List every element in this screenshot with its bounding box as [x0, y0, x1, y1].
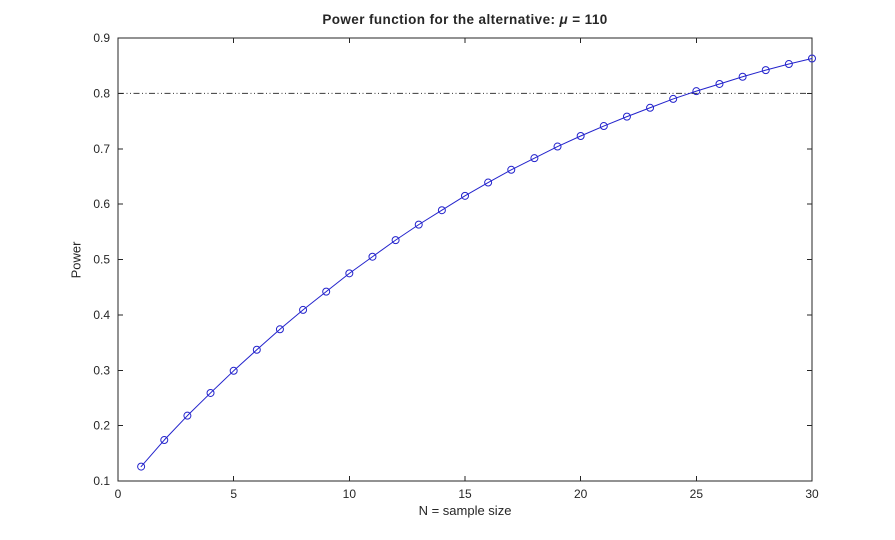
- series-marker: [715, 79, 724, 88]
- chart-title-mu-symbol: μ: [559, 12, 569, 27]
- series-marker: [553, 142, 562, 151]
- y-tick-label: 0.4: [93, 308, 110, 322]
- x-tick-label: 25: [690, 487, 704, 501]
- x-tick-label: 30: [805, 487, 819, 501]
- x-axis-label: N = sample size: [418, 503, 512, 518]
- y-tick-label: 0.3: [93, 363, 110, 377]
- series-line: [140, 57, 813, 468]
- series-marker: [599, 122, 608, 131]
- y-tick-label: 0.2: [93, 419, 110, 433]
- y-axis-label: Power: [68, 241, 84, 279]
- series-marker: [391, 236, 400, 245]
- series-marker: [437, 206, 446, 215]
- chart-title-suffix: = 110: [568, 12, 608, 27]
- series-marker: [622, 112, 631, 121]
- series-marker: [738, 72, 747, 81]
- y-tick-label: 0.1: [93, 474, 110, 488]
- chart-title: Power function for the alternative: μ = …: [118, 12, 812, 27]
- series-marker: [137, 462, 146, 471]
- series-marker: [784, 60, 793, 69]
- series-marker: [646, 103, 655, 112]
- series-marker: [414, 220, 423, 229]
- x-tick-label: 5: [230, 487, 237, 501]
- series-marker: [484, 178, 493, 187]
- x-tick-label: 20: [574, 487, 588, 501]
- y-tick-label: 0.8: [93, 86, 110, 100]
- series-marker: [345, 269, 354, 278]
- axis-box: [117, 37, 813, 482]
- x-tick-label: 0: [115, 487, 122, 501]
- series-marker: [299, 305, 308, 314]
- series-marker: [808, 54, 816, 63]
- series-marker: [761, 66, 770, 75]
- series-marker: [229, 366, 238, 375]
- chart-title-prefix: Power function for the alternative:: [322, 12, 560, 27]
- y-tick-label: 0.5: [93, 253, 110, 267]
- series-marker: [507, 165, 516, 174]
- series-marker: [252, 345, 261, 354]
- series-marker: [206, 388, 215, 397]
- series-marker: [183, 411, 192, 420]
- y-tick-label: 0.7: [93, 142, 110, 156]
- series-marker: [461, 191, 469, 200]
- y-tick-label: 0.6: [93, 197, 110, 211]
- series-marker: [160, 436, 169, 445]
- series-marker: [530, 154, 539, 163]
- series-marker: [368, 252, 377, 261]
- x-tick-label: 10: [343, 487, 357, 501]
- x-tick-label: 15: [458, 487, 472, 501]
- series-marker: [669, 94, 678, 103]
- series-marker: [692, 87, 701, 96]
- series-marker: [275, 325, 284, 334]
- y-tick-label: 0.9: [93, 31, 110, 45]
- series-marker: [322, 287, 331, 296]
- series-marker: [576, 132, 585, 141]
